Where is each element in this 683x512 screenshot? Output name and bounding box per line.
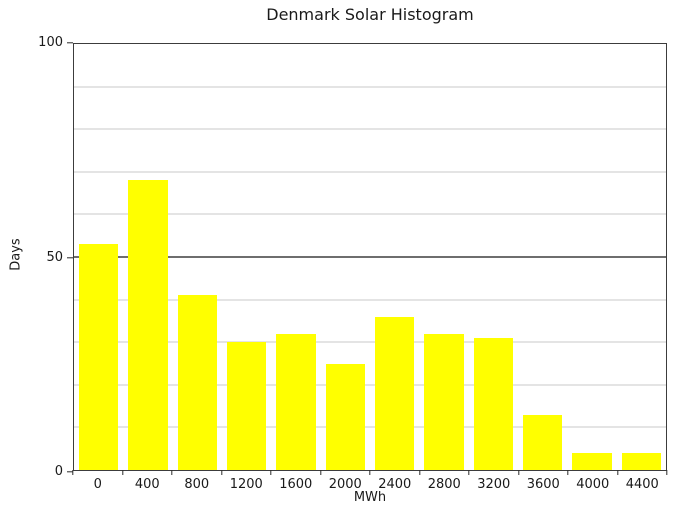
x-tick-label-3200: 3200 [477,477,511,492]
x-tick-mark [418,470,421,475]
bar-3600-mwh [522,414,563,470]
bar-2400-mwh [374,316,415,470]
x-tick-label-400: 400 [134,477,160,492]
x-tick-mark [270,470,272,475]
bar-2000-mwh [325,363,366,470]
y-tick-label-50: 50 [46,249,63,265]
bar-400-mwh [128,180,168,470]
gridline-80 [74,128,666,130]
bar-2800-mwh [424,333,464,470]
gridline-70 [74,171,666,173]
y-tick-label-0: 0 [54,464,63,479]
bar-0-mwh [78,244,119,470]
x-tick-label-4000: 4000 [576,477,610,492]
gridline-90 [74,86,666,88]
x-tick-label-4400: 4400 [625,477,659,492]
x-tick-label-1600: 1600 [279,477,313,492]
x-tick-mark [121,470,124,475]
x-tick-mark [369,470,371,475]
bar-4400-mwh [621,452,662,470]
x-tick-label-0: 0 [93,477,102,492]
x-axis-label: MWh [353,490,387,505]
y-axis: 0 50 100 [0,35,73,479]
chart-title: Denmark Solar Histogram [266,5,474,24]
x-tick-mark [517,470,520,475]
x-tick-label-2000: 2000 [328,477,362,492]
y-tick-mark [67,256,73,259]
bar-800-mwh [177,295,218,470]
x-tick-mark [666,470,668,475]
x-tick-label-1200: 1200 [229,477,263,492]
bar-4000-mwh [572,452,612,470]
x-tick-mark [171,470,173,475]
x-tick-mark [567,470,569,475]
gridline-30 [74,341,666,343]
x-tick-label-800: 800 [184,477,210,492]
x-tick-mark [220,470,223,475]
gridline-20 [74,384,666,386]
gridline-50 [74,256,666,258]
gridline-60 [74,213,666,215]
bar-1200-mwh [226,342,267,470]
x-tick-mark [616,470,619,475]
x-tick-label-2400: 2400 [378,477,412,492]
x-axis: 0 400 800 1200 1600 2000 2400 2800 3200 3600 4000 4… [72,469,668,512]
gridline-10 [74,426,666,428]
x-tick-mark [319,470,322,475]
bar-1600-mwh [276,333,316,470]
x-tick-mark [72,470,74,475]
y-tick-mark [67,42,73,44]
plot-area [73,43,667,471]
y-tick-label-100: 100 [38,35,63,50]
x-tick-label-3600: 3600 [526,477,560,492]
x-tick-mark [468,470,470,475]
y-tick-mark [67,471,73,473]
bar-3200-mwh [473,337,514,470]
gridline-40 [74,299,666,301]
x-tick-label-2800: 2800 [427,477,461,492]
